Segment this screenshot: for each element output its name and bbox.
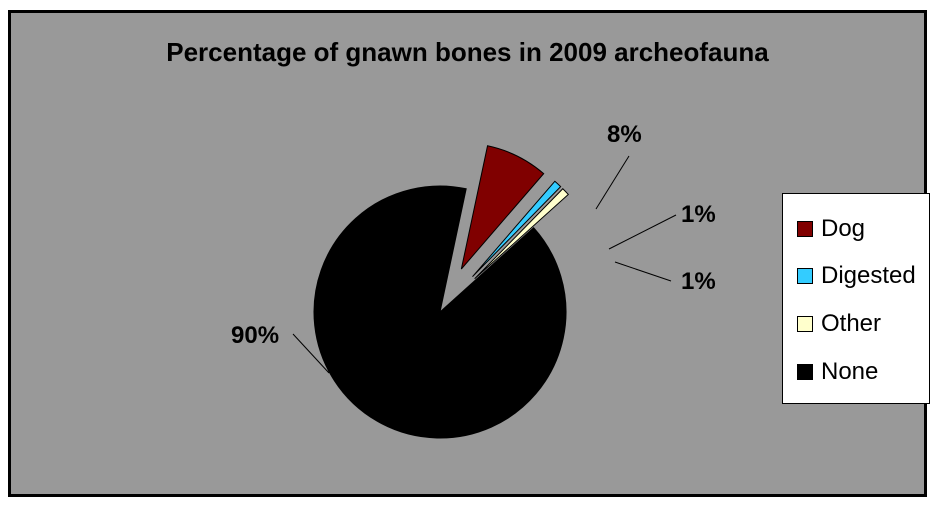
leader-lines <box>292 155 677 374</box>
data-label-digested: 1% <box>681 201 716 228</box>
legend-item-digested: Digested <box>797 261 916 291</box>
legend-swatch-none <box>797 364 813 380</box>
legend-label-none: None <box>821 358 879 385</box>
legend-swatch-other <box>797 316 813 332</box>
legend-label-other: Other <box>821 310 882 337</box>
chart-title: Percentage of gnawn bones in 2009 archeo… <box>166 37 769 67</box>
pie-slice-none <box>313 185 567 439</box>
leader-line-dog <box>595 155 630 210</box>
leader-line-none <box>292 333 330 374</box>
pie-chart: 8% 1% 1% 90% <box>231 121 716 439</box>
pie-slice-other <box>474 188 569 280</box>
legend: Dog Digested Other None <box>782 193 930 404</box>
leader-line-other <box>614 261 672 282</box>
data-label-other: 1% <box>681 268 716 295</box>
chart-area: Percentage of gnawn bones in 2009 archeo… <box>8 10 930 497</box>
legend-label-dog: Dog <box>821 215 866 242</box>
legend-item-dog: Dog <box>797 214 865 244</box>
legend-item-other: Other <box>797 309 881 339</box>
data-labels: 8% 1% 1% 90% <box>231 121 716 349</box>
pie-slice-dog <box>460 145 545 270</box>
data-label-dog: 8% <box>607 121 642 148</box>
legend-swatch-digested <box>797 268 813 284</box>
data-label-none: 90% <box>231 322 279 349</box>
legend-swatch-dog <box>797 221 813 237</box>
legend-item-none: None <box>797 357 878 387</box>
legend-label-digested: Digested <box>821 262 916 289</box>
pie-slice-digested <box>472 180 562 278</box>
pie-slices <box>313 145 569 439</box>
leader-line-digested <box>608 214 677 250</box>
